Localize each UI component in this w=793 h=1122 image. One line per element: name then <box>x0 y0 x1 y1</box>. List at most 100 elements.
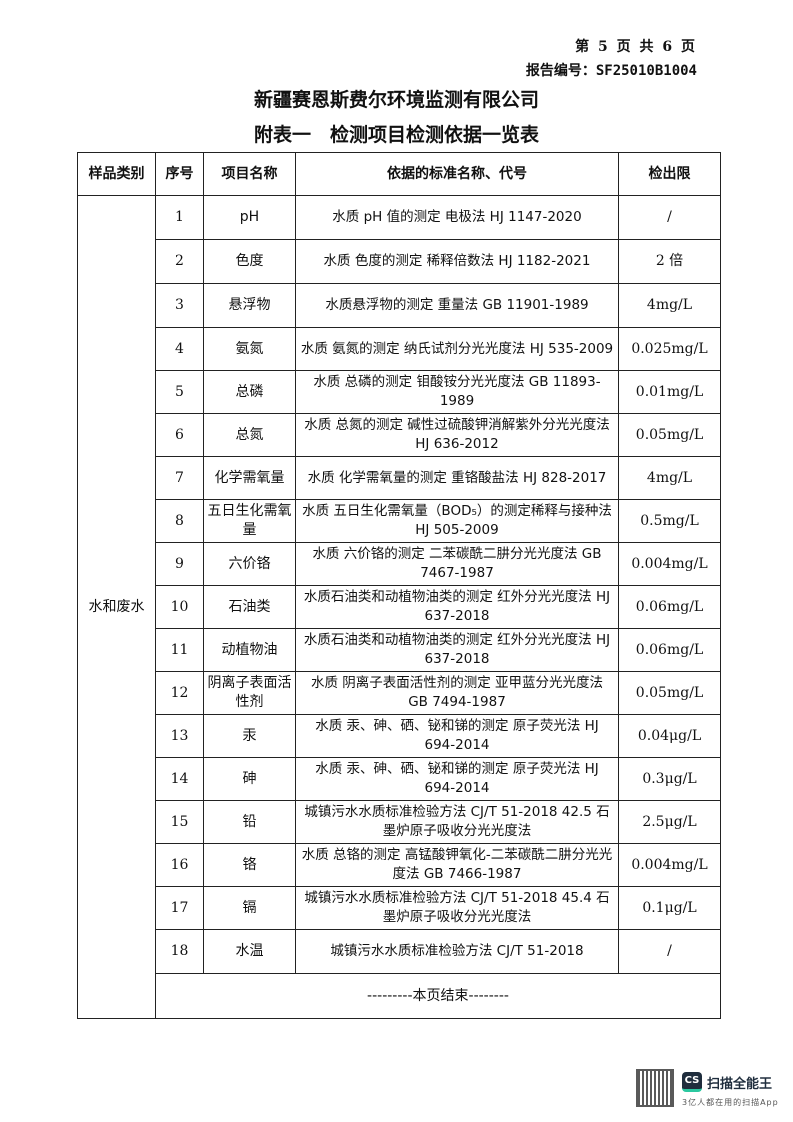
row-number: 3 <box>155 283 204 328</box>
col-header-no: 序号 <box>155 152 204 196</box>
method-standard: 水质 色度的测定 稀释倍数法 HJ 1182-2021 <box>295 239 619 284</box>
detection-limit: 4mg/L <box>618 456 721 500</box>
table-row: 3 悬浮物 水质悬浮物的测定 重量法 GB 11901-1989 4mg/L <box>78 283 721 328</box>
end-row: ---------本页结束-------- <box>78 973 721 1019</box>
detection-limit: 2.5μg/L <box>618 800 721 844</box>
row-number: 7 <box>155 456 204 500</box>
report-number: 报告编号：SF25010B1004 <box>525 63 697 79</box>
table-row: 8 五日生化需氧量 水质 五日生化需氧量（BOD₅）的测定稀释与接种法 HJ 505… <box>78 499 721 543</box>
detection-limit: 0.06mg/L <box>618 585 721 629</box>
item-name: 化学需氧量 <box>203 456 296 500</box>
item-name: 氨氮 <box>203 327 296 371</box>
detection-limit: 0.05mg/L <box>618 413 721 457</box>
method-standard: 水质 阴离子表面活性剂的测定 亚甲蓝分光光度法 GB 7494-1987 <box>295 671 619 715</box>
method-standard: 水质 总氮的测定 碱性过硫酸钾消解紫外分光光度法 HJ 636-2012 <box>295 413 619 457</box>
row-number: 5 <box>155 370 204 414</box>
row-number: 13 <box>155 714 204 758</box>
table-row: 水和废水 1 pH 水质 pH 值的测定 电极法 HJ 1147-2020/ <box>77 195 721 1019</box>
company-name: 新疆赛恩斯费尔环境监测有限公司 <box>253 89 539 111</box>
item-name: pH <box>203 195 296 240</box>
detection-limit: 0.1μg/L <box>618 886 721 930</box>
row-number: 1 <box>155 195 204 240</box>
method-standard: 城镇污水水质标准检验方法 CJ/T 51-2018 42.5 石墨炉原子吸收分光… <box>295 800 619 844</box>
method-standard: 水质 化学需氧量的测定 重铬酸盐法 HJ 828-2017 <box>295 456 619 500</box>
detection-limit: 4mg/L <box>618 283 721 328</box>
detection-limit: 0.06mg/L <box>618 628 721 672</box>
table-row: 2 色度 水质 色度的测定 稀释倍数法 HJ 1182-2021 2 倍 <box>78 239 721 284</box>
item-name: 铬 <box>203 843 296 887</box>
method-standard: 水质 总磷的测定 钼酸铵分光光度法 GB 11893-1989 <box>295 370 619 414</box>
row-number: 11 <box>155 628 204 672</box>
method-standard: 水质石油类和动植物油类的测定 红外分光光度法 HJ 637-2018 <box>295 628 619 672</box>
row-number: 2 <box>155 239 204 284</box>
item-name: 悬浮物 <box>203 283 296 328</box>
page-number: 第 5 页 共 6 页 <box>575 39 697 55</box>
row-number: 4 <box>155 327 204 371</box>
detection-limit: 0.01mg/L <box>618 370 721 414</box>
method-standard: 城镇污水水质标准检验方法 CJ/T 51-2018 45.4 石墨炉原子吸收分光… <box>295 886 619 930</box>
col-header-limit: 检出限 <box>618 152 721 196</box>
table-row: 10 石油类 水质石油类和动植物油类的测定 红外分光光度法 HJ 637-2018 0… <box>78 585 721 629</box>
item-name: 总氮 <box>203 413 296 457</box>
table-row: 16 铬水质 总铬的测定 高锰酸钾氧化-二苯碳酰二肼分光光度法 GB 7466-1… <box>78 843 721 887</box>
col-header-method: 依据的标准名称、代号 <box>295 152 619 196</box>
detection-limit: 0.004mg/L <box>618 542 721 586</box>
item-name: 石油类 <box>203 585 296 629</box>
item-name: 汞 <box>203 714 296 758</box>
table-header-row: 样品类别 序号 项目名称 依据的标准名称、代号 检出限 <box>77 152 721 196</box>
detection-limit: / <box>618 929 721 974</box>
row-number: 10 <box>155 585 204 629</box>
camscanner-name: 扫描全能王 <box>707 1077 773 1092</box>
detection-limit: 0.3μg/L <box>618 757 721 801</box>
item-name: 砷 <box>203 757 296 801</box>
table-row: 13 汞水质 汞、砷、硒、铋和锑的测定 原子荧光法 HJ 694-2014 0.04… <box>78 714 721 758</box>
item-name: 六价铬 <box>203 542 296 586</box>
detection-limit: 2 倍 <box>618 239 721 284</box>
camscanner-logo: CS <box>682 1072 702 1092</box>
table-row: 12 阴离子表面活性剂 水质 阴离子表面活性剂的测定 亚甲蓝分光光度法 GB 749… <box>78 671 721 715</box>
table-row: 7 化学需氧量 水质 化学需氧量的测定 重铬酸盐法 HJ 828-2017 4mg/L <box>78 456 721 500</box>
method-standard: 水质 六价铬的测定 二苯碳酰二肼分光光度法 GB 7467-1987 <box>295 542 619 586</box>
test-basis-table: 样品类别 序号 项目名称 依据的标准名称、代号 检出限 水和废水 1 pH 水质 pH… <box>77 152 721 1019</box>
item-name: 镉 <box>203 886 296 930</box>
page-end-note: ---------本页结束-------- <box>155 973 721 1019</box>
row-number: 6 <box>155 413 204 457</box>
item-name: 五日生化需氧量 <box>203 499 296 543</box>
table-row: 4 氨氮 水质 氨氮的测定 纳氏试剂分光光度法 HJ 535-2009 0.025mg… <box>78 327 721 371</box>
table-row: 6 总氮 水质 总氮的测定 碱性过硫酸钾消解紫外分光光度法 HJ 636-2012 0… <box>78 413 721 457</box>
detection-limit: 0.025mg/L <box>618 327 721 371</box>
col-header-category: 样品类别 <box>77 152 156 196</box>
method-standard: 水质 总铬的测定 高锰酸钾氧化-二苯碳酰二肼分光光度法 GB 7466-1987 <box>295 843 619 887</box>
table-row: 14 砷水质 汞、砷、硒、铋和锑的测定 原子荧光法 HJ 694-2014 0.3μ… <box>78 757 721 801</box>
sample-category: 水和废水 <box>77 195 156 1019</box>
qr-code <box>636 1069 674 1107</box>
item-name: 动植物油 <box>203 628 296 672</box>
row-number: 18 <box>155 929 204 974</box>
row-number: 8 <box>155 499 204 543</box>
detection-limit: / <box>618 195 721 240</box>
table-row: 11 动植物油 水质石油类和动植物油类的测定 红外分光光度法 HJ 637-2018… <box>78 628 721 672</box>
detection-limit: 0.5mg/L <box>618 499 721 543</box>
table-row: 15 铅城镇污水水质标准检验方法 CJ/T 51-2018 42.5 石墨炉原子吸… <box>78 800 721 844</box>
row-number: 12 <box>155 671 204 715</box>
row-number: 14 <box>155 757 204 801</box>
detection-limit: 0.05mg/L <box>618 671 721 715</box>
table-row: 9 六价铬 水质 六价铬的测定 二苯碳酰二肼分光光度法 GB 7467-1987 0.… <box>78 542 721 586</box>
row-number: 15 <box>155 800 204 844</box>
page-title: 附表一 检测项目检测依据一览表 <box>253 124 539 146</box>
camscanner-tagline: 3亿人都在用的扫描App <box>682 1098 779 1107</box>
row-number: 16 <box>155 843 204 887</box>
method-standard: 水质 五日生化需氧量（BOD₅）的测定稀释与接种法 HJ 505-2009 <box>295 499 619 543</box>
method-standard: 水质 汞、砷、硒、铋和锑的测定 原子荧光法 HJ 694-2014 <box>295 714 619 758</box>
detection-limit: 0.004mg/L <box>618 843 721 887</box>
method-standard: 水质 pH 值的测定 电极法 HJ 1147-2020 <box>295 195 619 240</box>
col-header-item: 项目名称 <box>203 152 296 196</box>
method-standard: 城镇污水水质标准检验方法 CJ/T 51-2018 <box>295 929 619 974</box>
row-number: 17 <box>155 886 204 930</box>
item-name: 水温 <box>203 929 296 974</box>
table-row: 17 镉城镇污水水质标准检验方法 CJ/T 51-2018 45.4 石墨炉原子吸… <box>78 886 721 930</box>
method-standard: 水质 氨氮的测定 纳氏试剂分光光度法 HJ 535-2009 <box>295 327 619 371</box>
table-row: 5 总磷 水质 总磷的测定 钼酸铵分光光度法 GB 11893-1989 0.01mg… <box>78 370 721 414</box>
method-standard: 水质 汞、砷、硒、铋和锑的测定 原子荧光法 HJ 694-2014 <box>295 757 619 801</box>
item-name: 总磷 <box>203 370 296 414</box>
